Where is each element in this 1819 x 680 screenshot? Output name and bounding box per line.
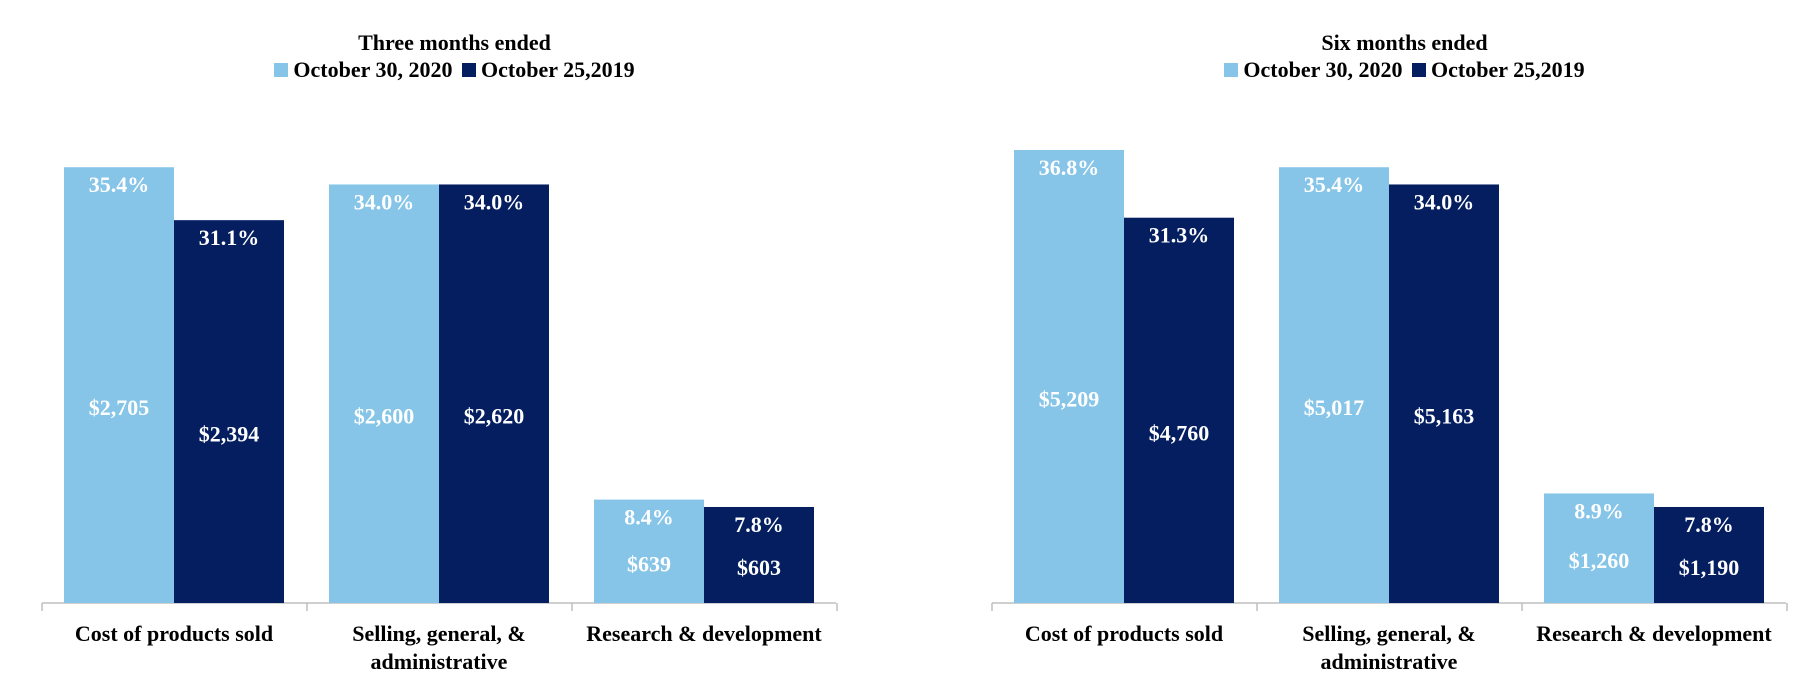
percent-label: 35.4% [89,172,150,197]
percent-label: 31.3% [1149,223,1210,248]
value-label: $5,163 [1414,404,1475,429]
bar [1014,150,1124,603]
legend-item-prior: October 25,2019 [462,57,635,83]
legend-swatch-current [1224,63,1239,77]
bar [704,506,814,603]
bar [439,184,549,603]
bar [1389,184,1499,603]
percent-label: 34.0% [464,189,525,214]
category-label-line: Cost of products sold [75,621,273,646]
legend-label-prior: October 25,2019 [1431,57,1585,82]
legend-label-prior: October 25,2019 [481,57,635,82]
category-label: Selling, general, & administrative [352,621,526,674]
value-label: $1,190 [1679,555,1740,580]
percent-label: 35.4% [1304,172,1365,197]
category-label: Cost of products sold [75,621,273,646]
value-label: $2,394 [199,422,260,447]
legend-label-current: October 30, 2020 [293,57,453,82]
percent-label: 8.4% [624,505,674,530]
value-label: $2,600 [354,404,415,429]
value-label: $639 [627,551,671,576]
value-label: $5,209 [1039,387,1100,412]
percent-label: 36.8% [1039,155,1100,180]
percent-label: 7.8% [734,512,784,537]
bar [1124,217,1234,604]
value-label: $5,017 [1304,395,1365,420]
legend-swatch-prior [462,63,476,77]
value-label: $1,260 [1569,548,1630,573]
bar [594,499,704,603]
chart-title: Three months ended [358,30,551,55]
chart-legend: October 30, 2020 October 25,2019 [0,57,909,83]
chart-plot-area: 35.4% $2,705 31.1% $2,394 Cost of products s… [41,167,838,674]
legend-swatch-prior [1412,63,1426,77]
legend-item-current: October 30, 2020 [1224,57,1403,83]
legend-item-current: October 30, 2020 [274,57,453,83]
chart-title: Six months ended [1321,30,1488,55]
legend-label-current: October 30, 2020 [1243,57,1403,82]
value-label: $2,620 [464,404,525,429]
value-label: $2,705 [89,395,150,420]
chart-three-months: Three months ended October 30, 2020 Octo… [0,0,909,680]
category-label: Selling, general, & administrative [1302,621,1476,674]
percent-label: 34.0% [354,189,415,214]
category-label-line: Cost of products sold [1025,621,1223,646]
category-label: Research & development [1536,621,1772,646]
percent-label: 31.1% [199,225,260,250]
category-label-line: administrative [1321,649,1458,674]
bar [1279,167,1389,603]
percent-label: 34.0% [1414,189,1475,214]
chart-legend: October 30, 2020 October 25,2019 [950,57,1819,83]
value-label: $603 [737,555,781,580]
legend-item-prior: October 25,2019 [1412,57,1585,83]
bar [64,167,174,603]
bar [1544,493,1654,603]
percent-label: 7.8% [1684,512,1734,537]
category-label-line: Selling, general, & [352,621,526,646]
category-label: Research & development [586,621,822,646]
value-label: $4,760 [1149,420,1210,445]
category-label-line: administrative [371,649,508,674]
category-label: Cost of products sold [1025,621,1223,646]
category-label-line: Selling, general, & [1302,621,1476,646]
category-label-line: Research & development [586,621,822,646]
percent-label: 8.9% [1574,498,1624,523]
chart-plot-area: 36.8% $5,209 31.3% $4,760 Cost of products s… [991,150,1788,674]
category-label-line: Research & development [1536,621,1772,646]
chart-six-months: Six months ended October 30, 2020 Octobe… [950,0,1819,680]
bar [329,184,439,603]
bar [1654,506,1764,603]
bar [174,220,284,603]
legend-swatch-current [274,63,289,77]
